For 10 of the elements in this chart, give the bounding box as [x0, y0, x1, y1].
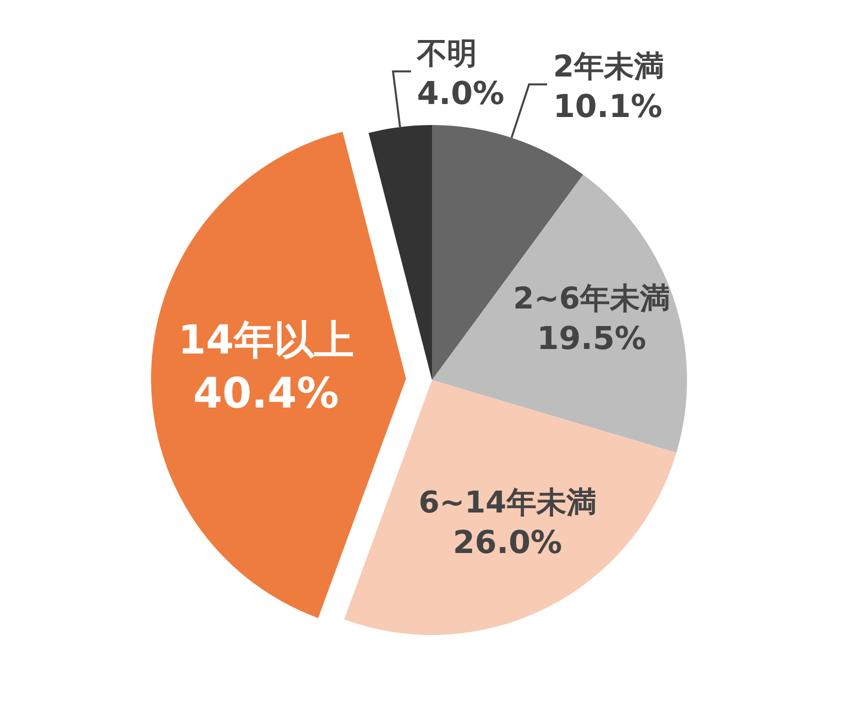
slice-label: 2年未満	[553, 49, 664, 84]
slice-label: 2~6年未満	[513, 281, 670, 316]
data-label: 19.5%	[536, 320, 646, 357]
slice-label: 6~14年未満	[418, 485, 596, 520]
slice-label: 不明	[416, 36, 478, 72]
slice-label: 14年以上	[178, 318, 354, 364]
data-label: 26.0%	[452, 524, 562, 561]
data-label: 40.4%	[193, 368, 339, 418]
data-label: 10.1%	[553, 88, 662, 125]
data-label: 4.0%	[417, 76, 504, 112]
